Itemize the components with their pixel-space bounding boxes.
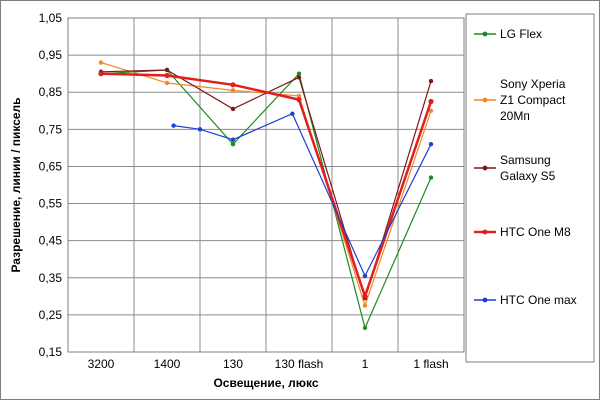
data-point <box>428 98 434 105</box>
y-tick-label: 0,45 <box>39 234 63 248</box>
y-axis-title: Разрешение, линии / пиксель <box>9 97 23 272</box>
legend: LG Flex Sony Xperia Z1 Compact 20Мп Samsung G… <box>465 13 595 363</box>
x-tick-label: 1400 <box>154 357 181 371</box>
legend-label: 20Мп <box>500 109 530 123</box>
data-point <box>362 325 368 331</box>
data-point <box>296 97 302 103</box>
series-htc-one-max <box>171 111 434 279</box>
data-point <box>296 93 302 99</box>
x-tick-label: 130 flash <box>275 357 324 371</box>
data-point <box>164 80 170 86</box>
data-point <box>230 141 236 147</box>
data-point <box>230 88 236 93</box>
legend-label: HTC One M8 <box>500 225 571 239</box>
x-tick-label: 130 <box>223 357 243 371</box>
legend-label: Sony Xperia <box>500 77 566 91</box>
y-tick-label: 0,65 <box>39 159 63 173</box>
y-tick-label: 0,85 <box>39 85 63 99</box>
legend-entry: HTC One max <box>474 293 577 307</box>
x-tick-label: 1 <box>362 357 369 371</box>
y-tick-label: 0,95 <box>39 48 63 62</box>
legend-label: LG Flex <box>500 27 542 41</box>
legend-entry: Sony Xperia Z1 Compact 20Мп <box>474 77 566 123</box>
series-line <box>173 112 432 278</box>
series-layer <box>98 60 434 331</box>
data-point <box>428 108 434 113</box>
legend-marker <box>482 229 488 235</box>
legend-marker <box>482 297 488 303</box>
y-tick-label: 0,35 <box>39 271 63 285</box>
data-point <box>428 141 434 147</box>
gridlines <box>68 18 464 352</box>
legend-label: Samsung <box>500 153 551 167</box>
data-point <box>171 123 176 128</box>
data-point <box>296 75 302 80</box>
legend-marker <box>482 97 488 103</box>
y-tick-label: 0,75 <box>39 122 63 136</box>
x-tick-label: 3200 <box>88 357 115 371</box>
plot-area <box>67 17 465 353</box>
data-point <box>290 111 295 116</box>
legend-entry: HTC One M8 <box>474 225 571 239</box>
legend-entry: Samsung Galaxy S5 <box>474 153 556 183</box>
data-point <box>98 60 104 65</box>
data-point <box>362 273 368 279</box>
legend-entry: LG Flex <box>474 27 542 41</box>
data-point <box>164 72 170 79</box>
series-htc-one-m8 <box>98 71 434 301</box>
y-tick-label: 0,15 <box>39 345 63 359</box>
data-point <box>98 71 104 77</box>
data-point <box>296 71 302 76</box>
legend-marker <box>482 165 488 171</box>
data-point <box>428 78 434 84</box>
legend-label: HTC One max <box>500 293 577 307</box>
x-tick-label: 1 flash <box>413 357 448 371</box>
legend-marker <box>482 31 488 37</box>
x-axis-title: Освещение, люкс <box>213 376 318 390</box>
legend-box <box>465 13 595 363</box>
y-tick-label: 1,05 <box>39 11 63 25</box>
legend-label: Galaxy S5 <box>500 169 556 183</box>
y-tick-label: 0,25 <box>39 308 63 322</box>
data-point <box>197 127 203 132</box>
data-point <box>230 82 236 88</box>
data-point <box>230 106 236 112</box>
legend-label: Z1 Compact <box>500 93 566 107</box>
data-point <box>428 175 434 180</box>
tick-labels: 0,15 0,25 0,35 0,45 0,55 0,65 0,75 0,85 0,95 1,05… <box>39 11 449 371</box>
y-tick-label: 0,55 <box>39 197 63 211</box>
data-point <box>362 303 368 308</box>
series-line <box>100 72 433 301</box>
data-point <box>164 67 170 73</box>
data-point <box>230 137 236 142</box>
data-point <box>362 293 368 299</box>
